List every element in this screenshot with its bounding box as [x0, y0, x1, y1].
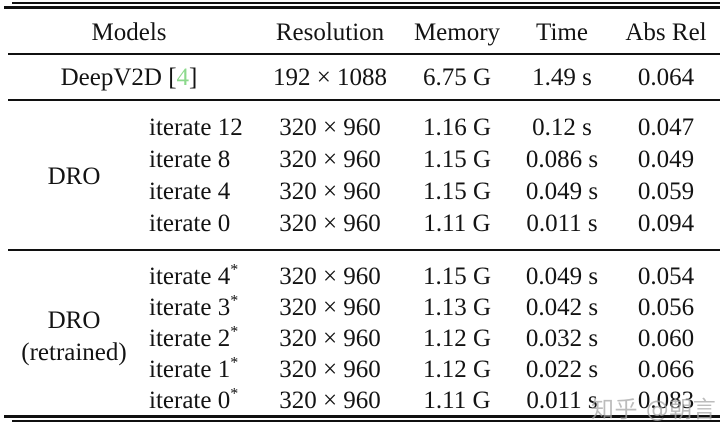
abs-rel-cell: 0.059 [637, 178, 695, 205]
time-cell: 0.049 s [525, 178, 599, 205]
section-divider-rule [8, 249, 720, 251]
resolution-cell: 320 × 960 [279, 210, 381, 237]
abs-rel-cell: 0.047 [637, 114, 695, 141]
table-row: iterate 2* 320 × 960 1.12 G 0.032 s 0.06… [0, 323, 720, 355]
time-cell: 0.086 s [525, 146, 599, 173]
dro-retrained-label-line1: DRO [47, 307, 101, 334]
iterate-label: iterate 8 [149, 146, 231, 173]
table-row: iterate 4 320 × 960 1.15 G 0.049 s 0.059 [0, 176, 720, 208]
time-cell: 0.011 s [526, 387, 598, 414]
abs-rel-cell: 0.066 [637, 356, 695, 383]
memory-cell: 1.11 G [423, 387, 491, 414]
resolution-cell: 320 × 960 [279, 114, 381, 141]
deepv2d-time: 1.49 s [532, 64, 592, 91]
table-row: iterate 12 320 × 960 1.16 G 0.12 s 0.047 [0, 112, 720, 144]
table-top-rule-thin [12, 2, 720, 4]
section-label-dro-retrained: DRO (retrained) [0, 305, 148, 369]
deepv2d-model-cell: DeepV2D [4] [0, 64, 258, 92]
iterate-label: iterate 0* [149, 385, 239, 414]
abs-rel-cell: 0.054 [637, 263, 695, 290]
resolution-cell: 320 × 960 [279, 294, 381, 321]
time-cell: 0.011 s [526, 210, 598, 237]
table-bottom-rule-thin [12, 420, 720, 422]
abs-rel-cell: 0.049 [637, 146, 695, 173]
deepv2d-bracket-close: ] [189, 64, 198, 91]
memory-cell: 1.15 G [422, 146, 492, 173]
iterate-label: iterate 0 [149, 210, 231, 237]
resolution-cell: 320 × 960 [279, 263, 381, 290]
memory-cell: 1.16 G [422, 114, 492, 141]
deepv2d-abs-rel: 0.064 [637, 64, 695, 91]
header-models: Models [91, 19, 167, 46]
memory-cell: 1.11 G [423, 210, 491, 237]
table-row: iterate 3* 320 × 960 1.13 G 0.042 s 0.05… [0, 292, 720, 324]
time-cell: 0.12 s [532, 114, 592, 141]
table-row: iterate 0* 320 × 960 1.11 G 0.011 s 0.08… [0, 385, 720, 417]
header-memory: Memory [413, 19, 501, 46]
table-row: iterate 4* 320 × 960 1.15 G 0.049 s 0.05… [0, 261, 720, 293]
table-row: iterate 1* 320 × 960 1.12 G 0.022 s 0.06… [0, 354, 720, 386]
deepv2d-resolution: 192 × 1088 [272, 64, 388, 91]
resolution-cell: 320 × 960 [279, 387, 381, 414]
section-label-dro: DRO [0, 161, 148, 193]
header-resolution: Resolution [275, 19, 385, 46]
time-cell: 0.032 s [525, 325, 599, 352]
deepv2d-memory: 6.75 G [422, 64, 492, 91]
resolution-cell: 320 × 960 [279, 325, 381, 352]
memory-cell: 1.15 G [422, 263, 492, 290]
table-row: iterate 8 320 × 960 1.15 G 0.086 s 0.049 [0, 144, 720, 176]
iterate-label: iterate 2* [149, 323, 239, 352]
memory-cell: 1.12 G [422, 325, 492, 352]
table-bottom-rule-thick [4, 415, 720, 418]
abs-rel-cell: 0.094 [637, 210, 695, 237]
resolution-cell: 320 × 960 [279, 356, 381, 383]
table-top-rule-thick [4, 6, 720, 9]
header-bottom-rule [8, 53, 720, 55]
table-row: iterate 0 320 × 960 1.11 G 0.011 s 0.094 [0, 208, 720, 240]
iterate-label: iterate 4* [149, 261, 239, 290]
header-abs-rel: Abs Rel [625, 19, 707, 46]
iterate-label: iterate 3* [149, 292, 239, 321]
deepv2d-citation-number: 4 [176, 64, 190, 91]
time-cell: 0.042 s [525, 294, 599, 321]
table-header-row: Models Resolution Memory Time Abs Rel [0, 14, 720, 52]
abs-rel-cell: 0.060 [637, 325, 695, 352]
memory-cell: 1.12 G [422, 356, 492, 383]
resolution-cell: 320 × 960 [279, 146, 381, 173]
table-row-deepv2d: DeepV2D [4] 192 × 1088 6.75 G 1.49 s 0.0… [0, 61, 720, 95]
header-time: Time [536, 19, 588, 46]
time-cell: 0.022 s [525, 356, 599, 383]
dro-retrained-label-line2: (retrained) [21, 339, 127, 366]
time-cell: 0.049 s [525, 263, 599, 290]
abs-rel-cell: 0.056 [637, 294, 695, 321]
baseline-row-rule [8, 99, 720, 101]
iterate-label: iterate 12 [149, 114, 243, 141]
deepv2d-name: DeepV2D [ [60, 64, 177, 91]
iterate-label: iterate 1* [149, 354, 239, 383]
memory-cell: 1.15 G [422, 178, 492, 205]
abs-rel-cell: 0.083 [637, 387, 695, 414]
memory-cell: 1.13 G [422, 294, 492, 321]
dro-label-text: DRO [47, 163, 101, 190]
iterate-label: iterate 4 [149, 178, 231, 205]
resolution-cell: 320 × 960 [279, 178, 381, 205]
